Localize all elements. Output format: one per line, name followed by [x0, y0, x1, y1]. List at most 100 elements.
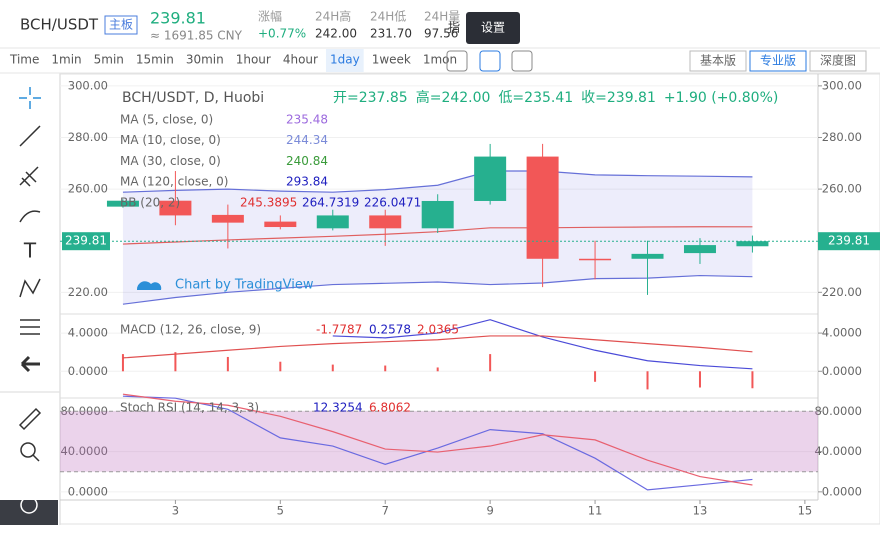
tooltip-text: 设置 — [481, 21, 505, 35]
candle-body — [106, 200, 139, 207]
candle-body — [683, 245, 716, 254]
interval[interactable]: 1min — [51, 53, 81, 67]
candle-body — [631, 253, 664, 259]
macd-bar — [331, 364, 334, 372]
y-tick-label: 80.0000 — [814, 404, 862, 418]
tool-button[interactable] — [511, 50, 533, 72]
last-price-label: 239.81 — [65, 234, 107, 248]
candle-body — [316, 215, 349, 229]
macd-bar — [698, 371, 701, 388]
text-tool[interactable]: T — [23, 239, 37, 263]
legend-text: 6.8062 — [369, 401, 411, 415]
rsi-band — [60, 411, 818, 472]
interval[interactable]: 15min — [136, 53, 174, 67]
tooltip-prefix: 指 — [448, 20, 460, 35]
macd-line — [332, 319, 753, 370]
y-tick-label: 4.0000 — [68, 326, 108, 340]
tv-logo — [136, 281, 162, 290]
y-tick-label: 40.0000 — [814, 444, 862, 458]
legend-text: Stoch RSI (14, 14, 3, 3) — [120, 401, 259, 415]
legend-text: 244.34 — [286, 133, 328, 147]
macd-bar — [226, 356, 229, 372]
interval[interactable]: 1mon — [423, 53, 457, 67]
y-tick-label: 300.00 — [68, 78, 108, 92]
view-label[interactable]: 基本版 — [700, 54, 736, 68]
view-button[interactable] — [749, 50, 807, 72]
y-tick-label: 220.00 — [68, 285, 108, 299]
y-tick-label: 4.0000 — [822, 326, 862, 340]
high-label: 24H高 — [315, 9, 351, 24]
x-tick-label: 15 — [798, 504, 813, 518]
interval[interactable]: 1week — [372, 53, 411, 67]
macd-bar — [594, 371, 597, 382]
candle-body — [264, 221, 297, 228]
tool-button[interactable] — [479, 50, 501, 72]
tool-button[interactable] — [446, 50, 468, 72]
y-tick-label: 0.0000 — [68, 364, 108, 378]
cny: ≈ 1691.85 CNY — [150, 29, 243, 43]
legend-text: 收=239.81 — [581, 90, 656, 106]
legend-text: Chart by TradingView — [175, 278, 314, 293]
y-tick-label: 300.00 — [822, 78, 862, 92]
y-tick-label: 280.00 — [68, 130, 108, 144]
price: 239.81 — [150, 9, 206, 28]
view-button[interactable] — [809, 50, 867, 72]
board-box — [104, 15, 138, 35]
legend-text: 264.7319 — [302, 196, 359, 210]
high: 242.00 — [315, 27, 357, 41]
legend-text: 低=235.41 — [498, 90, 573, 106]
interval[interactable]: 5min — [94, 53, 124, 67]
y-tick-label: 0.0000 — [68, 484, 108, 498]
legend-text: MACD (12, 26, close, 9) — [120, 323, 261, 337]
candle-body — [159, 200, 192, 216]
x-tick-label: 9 — [486, 504, 493, 518]
legend-text: -1.7787 — [316, 323, 362, 337]
interval[interactable]: 4hour — [283, 53, 318, 67]
vol: 97.56 — [424, 27, 458, 41]
macd-bar — [751, 371, 754, 389]
legend-text: 245.3895 — [240, 196, 297, 210]
vol-label: 24H量 — [424, 10, 460, 24]
toolbar: Time 1min 5min 15min 30min 1hour 4hour 1day 1wee… — [0, 47, 880, 74]
candle-body — [736, 241, 769, 247]
board[interactable]: 主板 — [109, 18, 133, 32]
macd-bar — [121, 354, 124, 372]
y-tick-label: 40.0000 — [60, 444, 108, 458]
low-label: 24H低 — [370, 10, 406, 24]
view-label[interactable]: 深度图 — [820, 53, 856, 68]
interval[interactable]: 1hour — [236, 53, 271, 67]
change-label: 涨幅 — [258, 9, 282, 24]
macd-bar — [279, 361, 282, 372]
macd-bar — [384, 365, 387, 372]
interval[interactable]: 30min — [186, 53, 224, 67]
macd-bar — [489, 354, 492, 372]
legend-text: 高=242.00 — [416, 89, 491, 106]
legend-text: 240.84 — [286, 154, 328, 168]
tooltip — [466, 12, 520, 44]
rsi-line — [122, 395, 753, 491]
view-label[interactable]: 专业版 — [760, 53, 796, 68]
legend-text: MA (30, close, 0) — [120, 154, 221, 168]
macd-bar — [436, 367, 439, 372]
band-line — [122, 170, 753, 193]
y-tick-label: 260.00 — [822, 182, 862, 196]
interval[interactable]: Time — [9, 53, 39, 67]
candle-body — [526, 156, 559, 259]
candle-body — [579, 258, 612, 261]
last-price-box — [62, 232, 110, 251]
interval[interactable]: 1day — [330, 53, 360, 67]
candle-body — [421, 200, 454, 229]
rsi-line — [122, 393, 753, 486]
y-tick-label: 280.00 — [822, 130, 862, 144]
legend-text: 2.0365 — [417, 323, 459, 337]
plot — [59, 73, 880, 525]
last-price-box — [818, 232, 880, 251]
legend-text: 235.48 — [286, 113, 328, 127]
legend-text: BCH/USDT, D, Huobi — [122, 90, 264, 106]
view-button[interactable] — [689, 50, 747, 72]
legend-text: 12.3254 — [313, 401, 363, 415]
legend-text: 293.84 — [286, 175, 328, 189]
x-tick-label: 3 — [172, 504, 179, 518]
